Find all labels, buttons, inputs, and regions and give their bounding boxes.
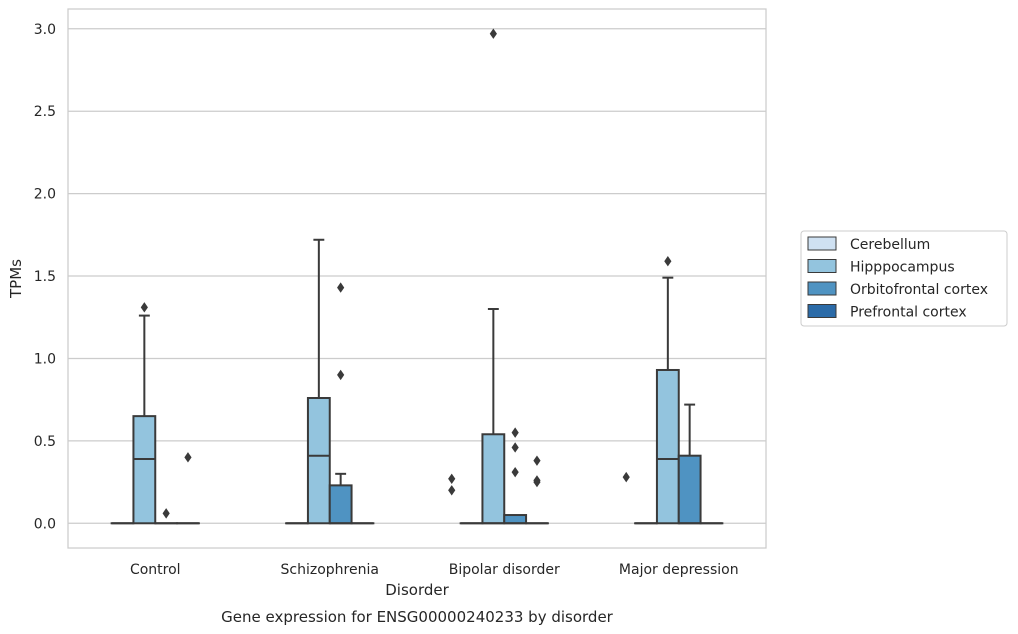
outlier-point [511, 442, 519, 453]
y-tick-label: 0.0 [34, 516, 56, 532]
x-axis-label: Disorder [385, 581, 449, 599]
box-hipppocampus [306, 238, 331, 525]
legend-label: Hipppocampus [850, 260, 955, 276]
x-tick-labels: Control Schizophrenia Bipolar disorder Majo… [130, 562, 739, 578]
outlier-point [489, 28, 497, 39]
box-prefrontal-cortex [176, 452, 200, 525]
outlier-point [184, 452, 192, 463]
x-tick-label: Control [130, 562, 181, 578]
legend-swatch [807, 304, 837, 318]
outlier-point [664, 255, 672, 267]
outlier-point [533, 476, 541, 488]
box-body [481, 433, 506, 525]
y-tick-label: 1.5 [34, 269, 56, 285]
chart-caption: Gene expression for ENSG00000240233 by d… [221, 608, 614, 626]
outlier-point [337, 369, 345, 381]
box-plots [110, 28, 724, 525]
box-prefrontal-cortex [525, 455, 549, 525]
box-body [655, 368, 680, 525]
box-hipppocampus [655, 255, 680, 525]
y-tick-labels: 0.0 0.5 1.0 1.5 2.0 2.5 3.0 [34, 22, 56, 532]
gridlines [68, 28, 766, 524]
y-axis-label: TPMs [7, 259, 25, 299]
outlier-point [140, 302, 148, 313]
box-body [306, 397, 331, 525]
outlier-point [337, 282, 345, 293]
box-orbitofrontal-cortex [328, 282, 353, 525]
legend-swatch [807, 259, 837, 273]
outlier-point [511, 427, 519, 438]
box-body [328, 484, 353, 525]
y-tick-label: 0.5 [34, 434, 56, 450]
outlier-point [622, 471, 630, 483]
legend-swatch [807, 236, 837, 251]
box-orbitofrontal-cortex [677, 403, 702, 525]
box-hipppocampus [481, 28, 506, 525]
y-tick-label: 1.0 [34, 351, 56, 367]
box-hipppocampus [132, 302, 157, 525]
outlier-point [162, 508, 170, 519]
y-tick-label: 2.0 [34, 187, 56, 203]
legend-frame [800, 230, 1008, 327]
box-body [503, 514, 528, 525]
y-tick-label: 2.5 [34, 104, 56, 120]
legend-label: Orbitofrontal cortex [850, 282, 988, 298]
plot-frame [67, 8, 767, 549]
legend-label: Cerebellum [850, 237, 930, 253]
legend-swatch [807, 281, 837, 296]
legend: Cerebellum Hipppocampus Orbitofrontal cort… [800, 230, 1008, 327]
x-tick-label: Major depression [619, 562, 739, 578]
outlier-point [448, 473, 456, 484]
legend-label: Prefrontal cortex [850, 305, 967, 321]
outlier-point [448, 485, 456, 496]
y-tick-label: 3.0 [34, 22, 56, 38]
x-tick-label: Bipolar disorder [449, 562, 560, 578]
outlier-point [533, 455, 541, 466]
x-tick-label: Schizophrenia [281, 562, 379, 578]
box-body [677, 454, 702, 525]
outlier-point [511, 466, 519, 478]
box-orbitofrontal-cortex [503, 427, 528, 525]
box-orbitofrontal-cortex [154, 508, 179, 525]
box-body [132, 415, 157, 525]
